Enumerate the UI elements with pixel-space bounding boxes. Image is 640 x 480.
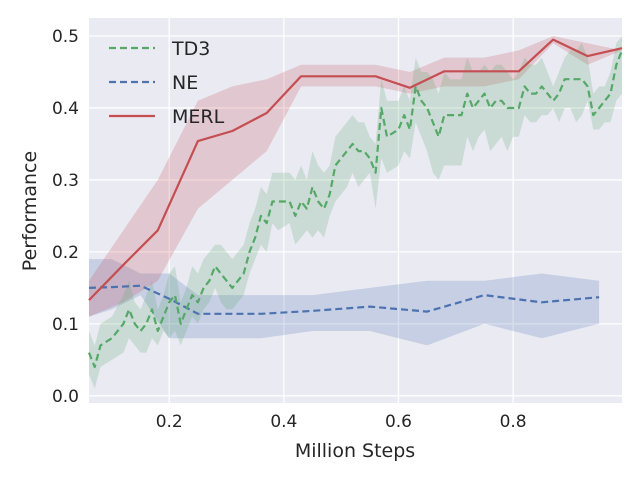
x-tick-label: 0.2 (156, 412, 183, 432)
series-lines (87, 38, 624, 369)
y-tick-label: 0.1 (52, 315, 79, 335)
x-tick-label: 0.6 (385, 412, 412, 432)
merl-confidence-band (89, 36, 622, 317)
ne-series-line (88, 284, 600, 315)
y-tick-label: 0.2 (52, 243, 79, 263)
legend-label-td3: TD3 (171, 38, 210, 60)
x-tick-labels: 0.2 0.4 0.6 0.8 (156, 412, 527, 432)
td3-confidence-band (89, 36, 622, 389)
x-tick-label: 0.8 (500, 412, 527, 432)
legend-item-ne: NE (109, 72, 198, 94)
legend-label-merl: MERL (172, 106, 225, 128)
legend-item-merl: MERL (109, 106, 225, 128)
legend-label-ne: NE (172, 72, 198, 94)
legend-item-td3: TD3 (109, 38, 210, 60)
ne-confidence-band (89, 259, 600, 346)
td3-series-line (87, 49, 624, 369)
grid-lines (89, 18, 622, 403)
y-tick-label: 0.4 (52, 99, 79, 119)
y-tick-labels: 0.0 0.1 0.2 0.3 0.4 0.5 (52, 27, 79, 407)
y-axis-label: Performance (19, 151, 41, 271)
y-tick-label: 0.3 (52, 171, 79, 191)
plot-background (89, 18, 622, 403)
y-tick-label: 0.0 (52, 387, 79, 407)
y-tick-label: 0.5 (52, 27, 79, 47)
x-tick-label: 0.4 (270, 412, 297, 432)
x-axis-label: Million Steps (295, 440, 415, 462)
merl-series-line (88, 38, 623, 301)
confidence-bands (89, 36, 622, 389)
legend: TD3 NE MERL (109, 38, 225, 128)
